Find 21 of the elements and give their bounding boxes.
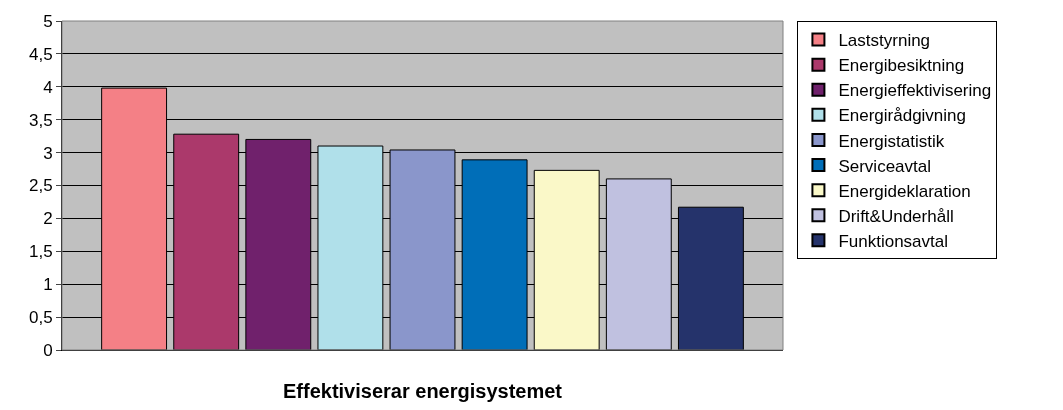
y-tick-label: 1: [43, 275, 53, 295]
legend-label: Serviceavtal: [838, 156, 932, 176]
y-tick-label: 3,5: [28, 110, 53, 130]
y-tick-label: 1,5: [28, 242, 53, 262]
y-tick-label: 4,5: [28, 44, 53, 64]
legend-label: Energieffektivisering: [838, 81, 992, 101]
y-tick-label: 2,5: [28, 176, 53, 196]
y-tick-label: 4: [43, 77, 53, 97]
legend-label: Energirådgivning: [838, 106, 967, 126]
legend-label: Energideklaration: [838, 181, 971, 201]
legend-label: Energistatistik: [838, 131, 945, 151]
y-tick-label: 0: [43, 340, 53, 360]
y-tick-label: 3: [43, 143, 53, 163]
legend-label: Energibesiktning: [838, 56, 965, 76]
y-tick-label: 5: [43, 11, 53, 31]
y-tick-label: 2: [43, 209, 53, 229]
x-axis-title: Effektiviserar energisystemet: [282, 379, 563, 402]
legend-label: Drift&Underhåll: [838, 206, 954, 226]
legend-label: Funktionsavtal: [838, 231, 949, 251]
legend-label: Laststyrning: [838, 31, 931, 51]
y-tick-label: 0,5: [28, 308, 53, 328]
